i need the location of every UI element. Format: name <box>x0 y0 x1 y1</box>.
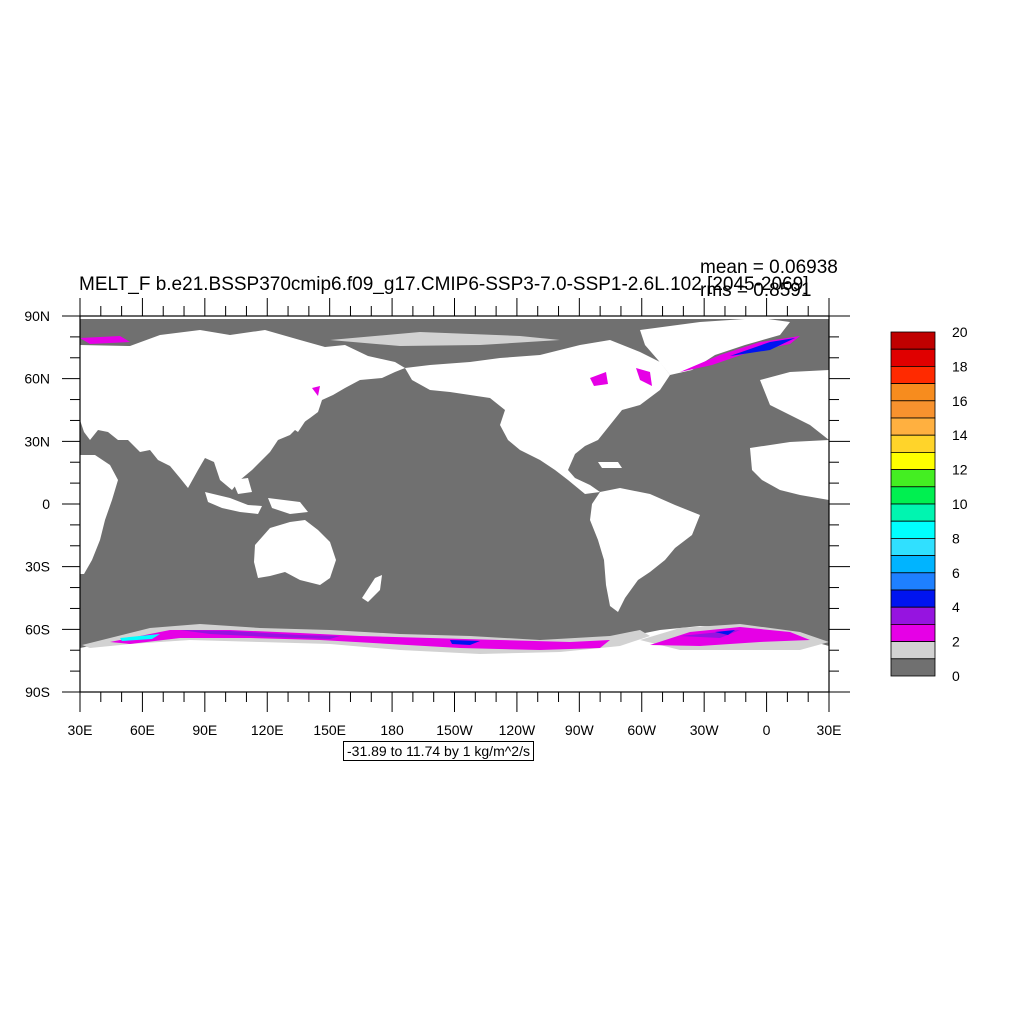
melt-spot-antarctic-cyan <box>120 634 160 641</box>
melt-band-antarctic-purple <box>180 630 340 639</box>
colorbar-swatch <box>890 434 936 453</box>
melt-band-weddell-magenta <box>650 627 810 646</box>
land-antarctica <box>80 626 829 692</box>
colorbar-swatch <box>890 606 936 625</box>
land-greenland <box>640 318 790 375</box>
lon-tick-label: 180 <box>380 722 404 738</box>
lat-tick-label: 30N <box>24 433 50 449</box>
map-area <box>79 315 830 693</box>
colorbar-label: 2 <box>952 634 960 650</box>
colorbar-swatch <box>890 589 936 608</box>
lon-tick-label: 150E <box>313 722 346 738</box>
lon-tick-label: 30E <box>817 722 842 738</box>
land-africa <box>80 455 118 574</box>
lon-tick-label: 150W <box>436 722 473 738</box>
colorbar-swatch <box>890 400 936 419</box>
longitude-axis: 30E 60E 90E 120E 150E 180 150W 120W 90W 60W 30W 0 30… <box>68 298 842 738</box>
colorbar-swatch <box>890 503 936 522</box>
land-australia <box>254 520 336 585</box>
lat-tick-label: 90N <box>24 308 50 324</box>
colorbar-label: 20 <box>952 324 968 340</box>
rms-label: rms = 0.8591 <box>700 280 812 301</box>
melt-spot-hudson <box>636 368 652 386</box>
lon-tick-label: 0 <box>763 722 771 738</box>
mean-label: mean = 0.06938 <box>700 257 838 278</box>
lon-tick-label: 120W <box>499 722 536 738</box>
colorbar-swatch <box>890 331 936 350</box>
lon-tick-label: 30E <box>68 722 93 738</box>
colorbar-swatch <box>890 451 936 470</box>
colorbar-swatch <box>890 365 936 384</box>
colorbar-swatch <box>890 572 936 591</box>
colorbar-swatch <box>890 383 936 402</box>
colorbar-label: 8 <box>952 530 960 546</box>
colorbar-swatch <box>890 538 936 557</box>
colorbar-swatch <box>890 486 936 505</box>
lat-tick-label: 0 <box>42 496 50 512</box>
land-europe-west <box>760 370 829 440</box>
melt-spot-okhotsk <box>312 386 320 396</box>
land-new-guinea <box>268 498 308 514</box>
colorbar-label: 14 <box>952 427 968 443</box>
land-layer <box>80 316 829 692</box>
lon-tick-label: 60E <box>130 722 155 738</box>
colorbar-label: 18 <box>952 358 968 374</box>
melt-spot-siberia <box>80 336 130 344</box>
colorbar-swatch <box>890 641 936 660</box>
land-south-america <box>590 488 700 612</box>
colorbar-swatch <box>890 348 936 367</box>
colorbar-swatch <box>890 658 936 677</box>
colorbar-label: 4 <box>952 599 960 615</box>
colorbar-label: 0 <box>952 668 960 684</box>
lat-tick-label: 60N <box>24 371 50 387</box>
lon-tick-label: 60W <box>627 722 657 738</box>
land-arctic <box>80 316 829 319</box>
land-borneo <box>232 478 252 494</box>
colorbar-label: 10 <box>952 496 968 512</box>
lat-tick-label: 30S <box>25 559 50 575</box>
melt-band-greenland-blue <box>730 338 795 356</box>
melt-spot-weddell-blue <box>715 630 735 635</box>
land-new-zealand <box>362 575 382 602</box>
land-indonesia <box>205 492 262 514</box>
melt-spot-antarctic-blue <box>450 640 480 645</box>
lon-tick-label: 120E <box>251 722 284 738</box>
lon-tick-label: 90W <box>565 722 595 738</box>
land-caribbean <box>598 462 622 468</box>
melt-band-arctic-gray <box>330 332 560 346</box>
land-africa-east <box>750 440 829 500</box>
colorbar-label: 12 <box>952 462 968 478</box>
lat-tick-label: 60S <box>25 621 50 637</box>
colorbar-swatch <box>890 624 936 643</box>
colorbar-label: 6 <box>952 565 960 581</box>
latitude-axis: 90N 60N 30N 0 30S 60S 90S <box>24 308 850 700</box>
contour-range-label: -31.89 to 11.74 by 1 kg/m^2/s <box>343 741 534 761</box>
plot-title: MELT_F b.e21.BSSP370cmip6.f09_g17.CMIP6-… <box>79 274 809 295</box>
lon-tick-label: 90E <box>192 722 217 738</box>
colorbar-swatch <box>890 555 936 574</box>
colorbar-swatch <box>890 469 936 488</box>
melt-layer <box>80 332 829 654</box>
lat-tick-label: 90S <box>25 684 50 700</box>
lon-tick-label: 30W <box>690 722 720 738</box>
land-eurasia <box>80 330 405 490</box>
colorbar-swatch <box>890 520 936 539</box>
colorbar-swatch <box>890 417 936 436</box>
melt-spot-labrador <box>590 372 608 386</box>
colorbar-label: 16 <box>952 393 968 409</box>
land-japan <box>292 405 310 432</box>
